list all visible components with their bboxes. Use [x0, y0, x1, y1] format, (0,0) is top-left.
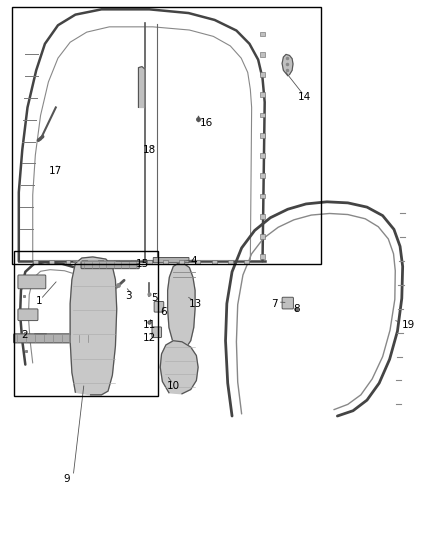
Bar [12, 7, 321, 264]
Text: 9: 9 [64, 474, 70, 483]
Bar [163, 260, 168, 264]
Text: 18: 18 [143, 145, 156, 155]
FancyBboxPatch shape [153, 257, 189, 263]
Bar [147, 260, 152, 264]
FancyBboxPatch shape [18, 275, 46, 289]
Text: 10: 10 [167, 381, 180, 391]
Bar [228, 260, 233, 264]
Bar [260, 234, 265, 239]
Text: 17: 17 [49, 166, 63, 176]
Bar [260, 72, 265, 77]
Bar [66, 260, 71, 264]
Bar [98, 260, 103, 264]
Polygon shape [168, 263, 195, 349]
Text: 13: 13 [188, 298, 202, 309]
Text: 16: 16 [199, 118, 213, 128]
Text: 1: 1 [36, 296, 43, 306]
Polygon shape [70, 257, 117, 395]
FancyBboxPatch shape [152, 327, 162, 337]
Bar [260, 153, 265, 158]
Bar [260, 92, 265, 97]
Text: 2: 2 [21, 330, 28, 341]
Bar [260, 173, 265, 178]
FancyBboxPatch shape [14, 334, 92, 343]
Bar [195, 260, 200, 264]
Bar [82, 260, 87, 264]
Text: 7: 7 [271, 298, 278, 309]
Text: 6: 6 [160, 306, 167, 317]
Bar [260, 214, 265, 219]
Text: 14: 14 [297, 92, 311, 102]
Bar [212, 260, 216, 264]
Bar [260, 52, 265, 56]
Bar [244, 260, 249, 264]
FancyBboxPatch shape [154, 302, 164, 312]
Polygon shape [282, 54, 293, 76]
Bar [260, 112, 265, 117]
Text: 5: 5 [152, 293, 158, 303]
FancyBboxPatch shape [18, 309, 38, 320]
Bar [114, 260, 119, 264]
Bar [33, 260, 38, 264]
Text: 15: 15 [136, 259, 149, 269]
Text: 12: 12 [143, 333, 156, 343]
Bar [131, 260, 135, 264]
Text: 3: 3 [125, 290, 132, 301]
Bar [260, 31, 265, 36]
Bar [179, 260, 184, 264]
Text: 11: 11 [143, 320, 156, 330]
FancyBboxPatch shape [81, 261, 139, 269]
Text: 4: 4 [191, 256, 198, 266]
Bar [260, 133, 265, 138]
Polygon shape [138, 67, 145, 108]
Bar [260, 254, 265, 259]
Text: 8: 8 [293, 304, 300, 314]
Text: 19: 19 [402, 320, 415, 330]
Bar [49, 260, 54, 264]
Polygon shape [160, 341, 198, 394]
Bar [260, 193, 265, 198]
FancyBboxPatch shape [282, 297, 293, 309]
Bar [14, 251, 158, 397]
